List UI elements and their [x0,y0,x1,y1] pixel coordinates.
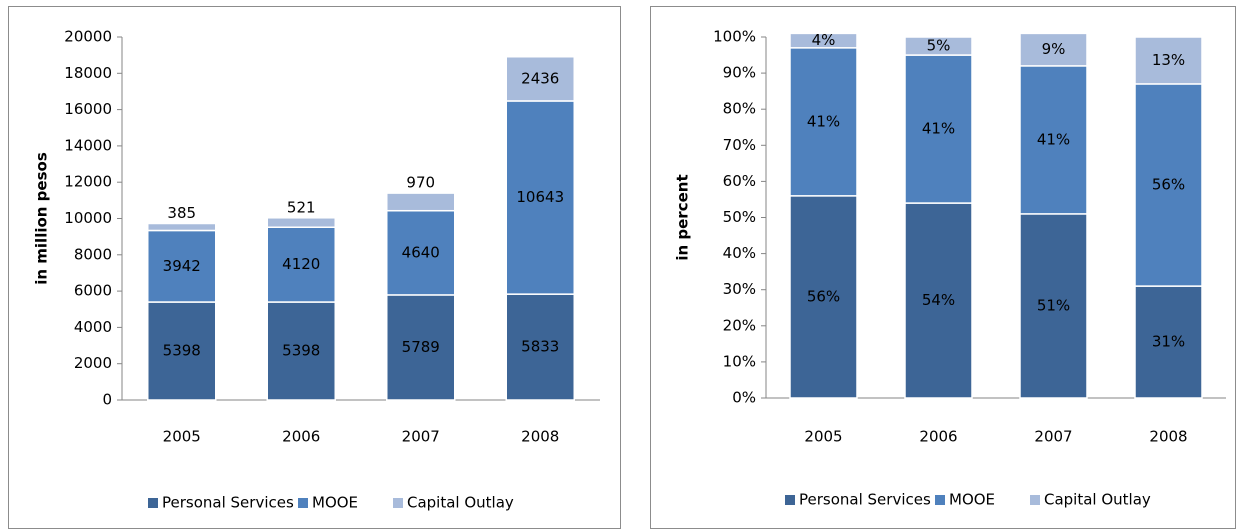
bar-segment [1019,65,1088,215]
data-label: 3942 [163,257,201,275]
legend-label: MOOE [312,494,358,512]
bar-segment [386,294,456,401]
bar-segment [266,217,336,228]
bar-segment [1134,83,1203,287]
y-tick-label: 50% [723,208,756,226]
data-label: 970 [406,174,435,192]
y-tick-label: 70% [723,136,756,154]
data-label: 5398 [282,342,320,360]
y-tick-label: 100% [713,28,756,46]
x-tick-label: 2008 [1149,428,1187,446]
legend-label: Personal Services [162,494,294,512]
bar-segment [505,293,575,401]
data-label: 13% [1152,51,1185,69]
y-tick-label: 0% [732,389,756,407]
y-tick-label: 10% [723,352,756,370]
y-tick-label: 20000 [64,28,112,46]
y-tick-label: 16000 [64,100,112,118]
data-label: 56% [807,287,840,305]
y-tick-label: 8000 [74,245,112,263]
legend-swatch [148,498,158,508]
data-label: 54% [922,291,955,309]
bar-segment [386,209,456,296]
bar-segment [789,195,858,399]
y-tick-label: 18000 [64,64,112,82]
bar-segment [505,100,575,295]
x-tick-label: 2005 [163,428,201,446]
data-label: 41% [807,112,840,130]
x-tick-label: 2007 [402,428,440,446]
y-tick-label: 6000 [74,282,112,300]
bar-segment [266,301,336,401]
data-label: 41% [1037,130,1070,148]
legend-swatch [1030,495,1040,505]
y-tick-label: 90% [723,64,756,82]
data-label: 4% [812,31,836,49]
data-label: 5% [927,37,951,55]
y-tick-label: 2000 [74,354,112,372]
x-tick-label: 2005 [804,428,842,446]
y-tick-label: 30% [723,280,756,298]
x-tick-label: 2008 [521,428,559,446]
legend-label: Capital Outlay [407,494,514,512]
x-tick-label: 2006 [919,428,957,446]
y-tick-label: 14000 [64,136,112,154]
data-label: 51% [1037,296,1070,314]
legend-swatch [785,495,795,505]
x-tick-label: 2007 [1034,428,1072,446]
y-tick-label: 12000 [64,173,112,191]
data-label: 5789 [402,338,440,356]
legend-label: Personal Services [799,491,931,509]
bar-segment [904,202,973,399]
bar-segment [266,226,336,303]
legend-swatch [935,495,945,505]
data-label: 56% [1152,176,1185,194]
panel-frame [8,6,621,529]
y-tick-label: 0 [102,391,112,409]
y-tick-label: 60% [723,172,756,190]
y-tick-label: 4000 [74,318,112,336]
bar-segment [1134,36,1203,85]
data-label: 10643 [516,188,564,206]
y-axis-title: in million pesos [33,152,51,285]
data-label: 5398 [163,342,201,360]
panel-frame [650,6,1236,529]
data-label: 385 [167,204,196,222]
data-label: 5833 [521,338,559,356]
bar-segment [1019,32,1088,67]
bar-segment [147,301,217,401]
legend-label: Capital Outlay [1044,491,1151,509]
bar-segment [147,229,217,303]
data-label: 31% [1152,333,1185,351]
data-label: 2436 [521,69,559,87]
bar-segment [386,192,456,212]
legend-swatch [393,498,403,508]
y-tick-label: 10000 [64,209,112,227]
x-tick-label: 2006 [282,428,320,446]
data-label: 41% [922,120,955,138]
bar-segment [789,32,858,49]
y-axis-title: in percent [674,174,692,260]
bar-segment [147,222,217,232]
y-tick-label: 20% [723,316,756,334]
bar-segment [505,55,575,102]
legend-swatch [298,498,308,508]
data-label: 4640 [402,243,440,261]
data-label: 4120 [282,255,320,273]
data-label: 521 [287,198,316,216]
bar-segment [1134,285,1203,399]
bar-segment [904,36,973,56]
data-label: 9% [1042,40,1066,58]
y-tick-label: 40% [723,244,756,262]
legend-label: MOOE [949,491,995,509]
y-tick-label: 80% [723,100,756,118]
bar-segment [789,47,858,197]
